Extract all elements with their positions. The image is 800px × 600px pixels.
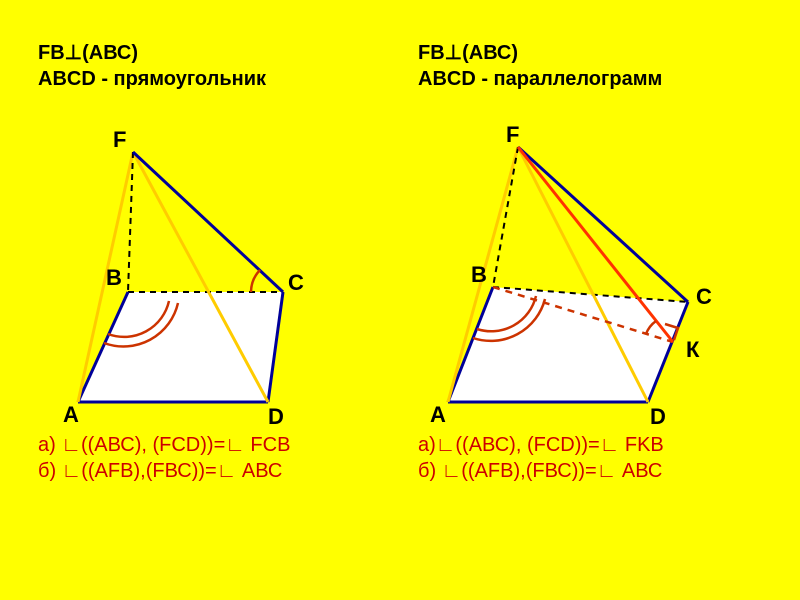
given-r1-post: (АВС) [462, 42, 518, 64]
ans-rb-mid: ((АFВ),(FВС))= [461, 460, 596, 482]
right-panel: FB⊥(АВС) ABCD - параллелограмм А В С D [418, 40, 798, 484]
label-A: А [63, 402, 79, 427]
perp-symbol-r: ⊥ [445, 42, 462, 64]
left-diagram: А В С D F [38, 102, 358, 432]
label-B-r: В [471, 262, 487, 287]
angle-FCB-arc [251, 270, 260, 292]
ans-a-pre: а) [38, 434, 61, 456]
label-F-r: F [506, 122, 519, 147]
label-D-r: D [650, 404, 666, 429]
perp-symbol: ⊥ [65, 42, 82, 64]
right-given: FB⊥(АВС) ABCD - параллелограмм [418, 40, 798, 92]
label-A-r: А [430, 402, 446, 427]
ans-b-pre: б) [38, 460, 62, 482]
label-C-r: С [696, 284, 712, 309]
given-l1-post: (АВС) [82, 42, 138, 64]
ang-r4: ∟ [597, 460, 617, 482]
ans-b-mid: ((АFВ),(FВС))= [81, 460, 216, 482]
given-l2: ABCD - прямоугольник [38, 68, 266, 90]
label-D: D [268, 404, 284, 429]
label-F: F [113, 127, 126, 152]
ang-r2: ∟ [600, 434, 620, 456]
label-B: В [106, 265, 122, 290]
edge-FB-r [493, 147, 518, 287]
ang4: ∟ [217, 460, 237, 482]
left-answers: а) ∟((АВС), (FCD))=∟ FCB б) ∟((АFВ),(FВС… [38, 432, 418, 484]
ans-ra-end: FKB [625, 434, 664, 456]
right-diagram: А В С D F К [418, 102, 758, 432]
ans-a-mid: ((АВС), (FCD))= [81, 434, 225, 456]
label-C: С [288, 270, 304, 295]
ang1: ∟ [61, 434, 81, 456]
ang-r1: ∟ [436, 434, 456, 456]
ans-rb-pre: б) [418, 460, 442, 482]
ang2: ∟ [225, 434, 245, 456]
ans-b-end: АВС [242, 460, 282, 482]
base-fill-r [448, 287, 688, 402]
ans-ra-pre: а) [418, 434, 436, 456]
edge-FC-r [518, 147, 688, 302]
given-l1-pre: FB [38, 42, 65, 64]
base-fill [78, 292, 283, 402]
ans-rb-end: АВС [622, 460, 662, 482]
given-r2: ABCD - параллелограмм [418, 68, 662, 90]
ang-r3: ∟ [442, 460, 462, 482]
ans-ra-mid: ((АВС), (FCD))= [455, 434, 599, 456]
ang3: ∟ [62, 460, 82, 482]
right-answers: а)∟((АВС), (FCD))=∟ FKB б) ∟((АFВ),(FВС)… [418, 432, 798, 484]
label-K-r: К [686, 337, 700, 362]
left-panel: FB⊥(АВС) ABCD - прямоугольник А В С D F … [38, 40, 418, 484]
given-r1-pre: FB [418, 42, 445, 64]
left-given: FB⊥(АВС) ABCD - прямоугольник [38, 40, 418, 92]
ans-a-end: FCB [250, 434, 290, 456]
